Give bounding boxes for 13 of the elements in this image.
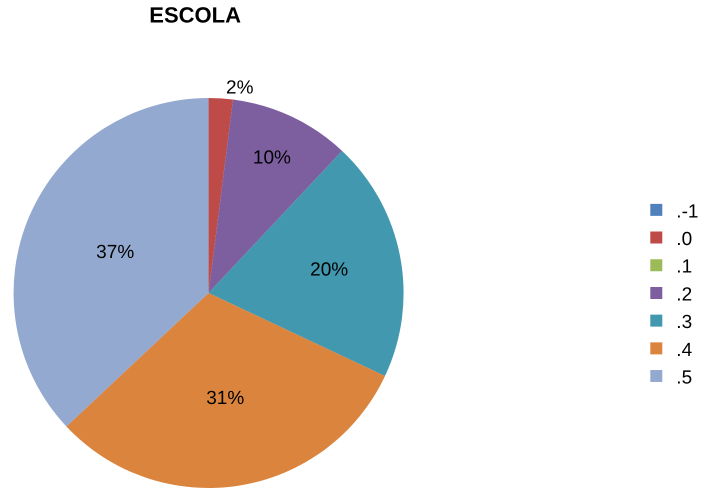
data-label: 31% [206,388,244,409]
legend-label: .4 [676,340,693,361]
data-label: 37% [96,242,134,264]
legend-label: .1 [676,256,692,278]
data-label: 20% [310,259,348,280]
legend-label: .3 [676,312,692,334]
legend-label: .0 [676,228,692,250]
legend-label: .-1 [676,201,698,222]
legend-label: .5 [676,367,692,388]
data-label: 2% [226,77,254,98]
data-label: 10% [252,148,292,169]
chart-title: ESCOLA [149,2,242,28]
legend-label: .2 [676,284,692,306]
